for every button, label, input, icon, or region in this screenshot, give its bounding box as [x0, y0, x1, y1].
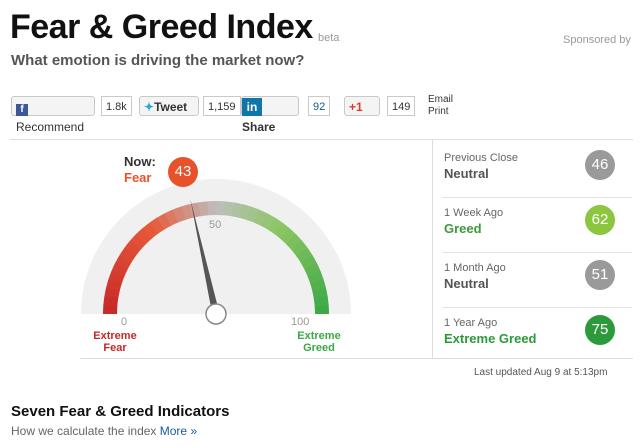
gauge-band	[207, 201, 217, 216]
history-value: 75	[585, 315, 615, 345]
button-label: +1	[349, 100, 363, 114]
sponsor: Sponsored by	[563, 34, 631, 46]
gauge-band	[291, 240, 308, 257]
current-value: 43	[168, 157, 198, 187]
share-count: 92	[308, 96, 331, 116]
rating: Greed	[444, 221, 482, 236]
gauge-band	[111, 262, 128, 277]
gauge-band	[103, 295, 119, 307]
gauge-band	[103, 304, 118, 314]
section-title: Seven Fear & Greed Indicators	[11, 403, 230, 420]
tweet-button[interactable]: ✦Tweet	[139, 96, 199, 116]
recommend-button[interactable]: fRecommend	[11, 96, 95, 134]
divider	[432, 140, 433, 358]
share-count: 1.8k	[101, 96, 132, 116]
share-count: 1,159	[203, 96, 241, 116]
period: 1 Week Ago	[444, 207, 504, 219]
rating: Neutral	[444, 166, 489, 181]
gauge-band	[314, 305, 329, 314]
history-value: 51	[585, 260, 615, 290]
subtitle: What emotion is driving the market now?	[11, 52, 305, 69]
beta-badge: beta	[318, 32, 340, 44]
gauge-band	[119, 247, 137, 263]
button-label: Recommend	[16, 120, 85, 134]
section-link: How we calculate the index More »	[11, 424, 197, 438]
period: 1 Month Ago	[444, 262, 506, 274]
gauge-band	[312, 287, 328, 299]
gauge-band	[313, 296, 329, 307]
divider	[442, 197, 632, 198]
history-value: 62	[585, 205, 615, 235]
plusone-button[interactable]: +1	[344, 96, 380, 116]
now-rating: Fear	[124, 170, 152, 185]
gauge-band	[286, 234, 303, 251]
scale-max: 100	[291, 316, 310, 328]
gauge-band	[274, 222, 290, 239]
divider	[80, 358, 633, 359]
divider	[442, 307, 632, 308]
gauge	[81, 179, 351, 325]
gauge-band	[124, 240, 141, 256]
gauge-band	[216, 201, 226, 216]
gauge-band	[136, 227, 153, 244]
scale-mid: 50	[209, 219, 222, 231]
last-updated: Last updated Aug 9 at 5:13pm	[474, 367, 608, 378]
gauge-band	[130, 233, 147, 250]
gauge-band	[239, 204, 252, 220]
button-label: Tweet	[154, 100, 188, 114]
button-label: Share	[242, 120, 276, 134]
gauge-band	[280, 228, 297, 245]
link-text: How we calculate the index	[11, 424, 157, 438]
gauge-band	[231, 202, 243, 218]
gauge-band	[300, 254, 317, 270]
scale-min: 0	[121, 316, 128, 328]
gauge-band	[104, 287, 120, 299]
gauge-band	[267, 217, 283, 235]
gauge-band	[181, 204, 194, 220]
gauge-band	[310, 279, 326, 292]
period: Previous Close	[444, 152, 518, 164]
needle-pivot	[205, 303, 227, 325]
gauge-band	[253, 209, 268, 226]
gauge-band	[246, 206, 260, 223]
divider	[442, 252, 632, 253]
gauge-band	[115, 254, 132, 270]
print-link[interactable]: Print	[428, 106, 449, 117]
title: Fear & Greed Index	[10, 8, 313, 46]
gauge-band	[223, 201, 235, 217]
gauge-band	[106, 278, 122, 291]
share-count: 149	[387, 96, 416, 116]
gauge-band	[108, 270, 125, 284]
email-link[interactable]: Email	[428, 94, 454, 105]
min-label: Extreme Fear	[93, 330, 137, 354]
gauge-band	[156, 213, 172, 230]
gauge-band	[164, 209, 179, 226]
gauge-band	[198, 201, 209, 217]
gauge-band	[142, 222, 159, 239]
period: 1 Year Ago	[444, 317, 498, 329]
now-label: Now:	[124, 154, 156, 169]
divider	[10, 139, 633, 140]
gauge-background	[81, 179, 351, 314]
linkedin-button[interactable]: in Share	[241, 96, 299, 134]
gauge-band	[296, 247, 313, 263]
more-link[interactable]: More »	[159, 424, 198, 438]
gauge-band	[304, 262, 321, 277]
gauge-band	[189, 202, 201, 218]
rating: Extreme Greed	[444, 331, 537, 346]
gauge-band	[260, 213, 276, 230]
max-label: Extreme Greed	[297, 330, 341, 354]
history-value: 46	[585, 150, 615, 180]
gauge-band	[149, 217, 165, 234]
rating: Neutral	[444, 276, 489, 291]
